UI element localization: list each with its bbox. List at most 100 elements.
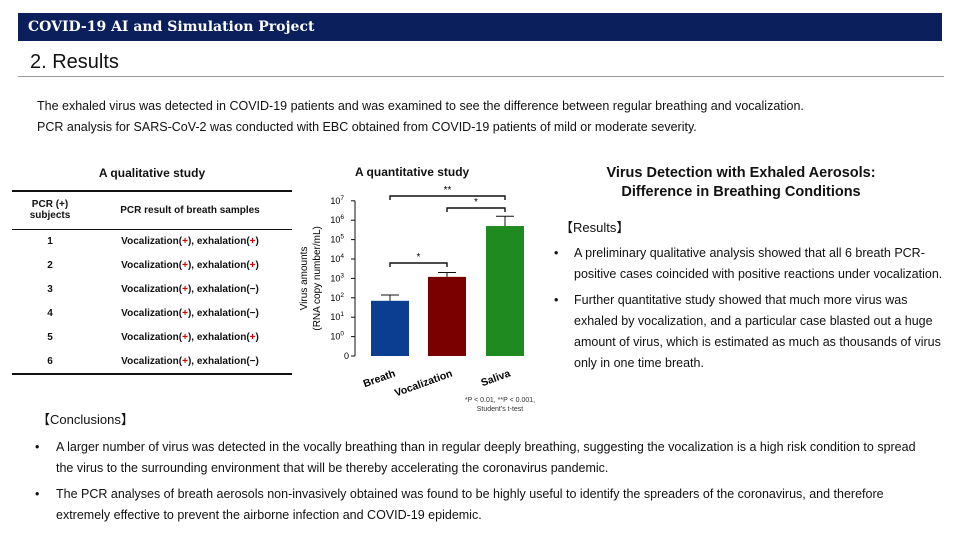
exhalation-label: exhalation: [196, 283, 247, 295]
vocalization-result: +: [182, 235, 188, 247]
vocalization-result: +: [182, 356, 188, 368]
column-header-subjects-line1: PCR (+): [31, 199, 69, 211]
list-item: • Further quantitative study showed that …: [552, 290, 947, 374]
results-bullet-2: Further quantitative study showed that m…: [574, 293, 941, 370]
exhalation-result: −: [249, 308, 256, 320]
conclusions-bullet-2: The PCR analyses of breath aerosols non-…: [56, 487, 884, 522]
title-divider: [18, 76, 944, 77]
significance-marker: **: [444, 185, 452, 196]
vocalization-label: Vocalization: [121, 259, 179, 271]
y-tick-label: 100: [330, 331, 344, 342]
list-item: • The PCR analyses of breath aerosols non…: [32, 484, 932, 526]
vocalization-result: +: [182, 332, 188, 344]
y-tick-exponent: 0: [340, 331, 344, 338]
y-tick-exponent: 2: [340, 292, 344, 299]
chart-note-line2: Student's t-test: [476, 406, 524, 413]
breath-result: Vocalization(+), exhalation(+): [121, 259, 259, 271]
significance-bracket: [446, 207, 506, 212]
vocalization-result: +: [182, 259, 188, 271]
intro-line-1: The exhaled virus was detected in COVID-…: [37, 99, 804, 113]
bullet-icon: •: [35, 440, 40, 454]
y-tick-label: 0: [344, 351, 349, 361]
vocalization-label: Vocalization: [121, 308, 179, 320]
header-bar: COVID-19 AI and Simulation Project: [18, 13, 942, 41]
y-tick-base: 10: [330, 215, 340, 225]
right-heading-line1: Virus Detection with Exhaled Aerosols:: [606, 165, 876, 181]
subject-id: 4: [47, 308, 53, 320]
significance-marker: *: [474, 197, 478, 208]
y-tick-exponent: 5: [340, 234, 344, 241]
significance-marker: *: [417, 252, 421, 263]
breath-result: Vocalization(+), exhalation(−): [121, 308, 259, 320]
exhalation-result: +: [249, 259, 256, 271]
y-tick-exponent: 3: [340, 272, 344, 279]
table-header-row: PCR (+) subjects PCR result of breath sa…: [12, 191, 292, 229]
breath-result: Vocalization(+), exhalation(+): [121, 332, 259, 344]
vocalization-label: Vocalization: [121, 283, 179, 295]
vocalization-result: +: [182, 308, 188, 320]
header-title: COVID-19 AI and Simulation Project: [28, 19, 315, 35]
exhalation-label: exhalation: [196, 235, 247, 247]
table-row: 3 Vocalization(+), exhalation(−): [12, 277, 292, 301]
table-row: 4 Vocalization(+), exhalation(−): [12, 302, 292, 326]
vocalization-label: Vocalization: [121, 356, 179, 368]
column-header-subjects-line2: subjects: [29, 210, 71, 222]
bar-breath: [371, 300, 409, 356]
vocalization-label: Vocalization: [121, 332, 179, 344]
bullet-icon: •: [554, 293, 559, 307]
subject-id: 5: [47, 332, 53, 344]
exhalation-result: +: [249, 235, 256, 247]
y-tick-label: 105: [330, 234, 344, 245]
y-tick-label: 104: [330, 253, 344, 264]
chart-note: *P < 0.01, **P < 0.001, Student's t-test: [455, 396, 545, 414]
subject-id: 3: [47, 283, 53, 295]
exhalation-label: exhalation: [196, 332, 247, 344]
x-tick-label: Vocalization: [393, 368, 454, 400]
results-bullet-1: A preliminary qualitative analysis showe…: [574, 246, 943, 281]
breath-result: Vocalization(+), exhalation(+): [121, 235, 259, 247]
conclusions-label: 【Conclusions】: [37, 412, 134, 427]
column-header-results: PCR result of breath samples: [120, 204, 260, 216]
bar-vocalization: [428, 276, 466, 356]
y-tick-base: 10: [330, 332, 340, 342]
vocalization-result: +: [182, 283, 188, 295]
y-tick-base: 10: [330, 235, 340, 245]
y-tick-label: 102: [330, 292, 344, 303]
right-heading: Virus Detection with Exhaled Aerosols: D…: [555, 164, 927, 202]
vocalization-label: Vocalization: [121, 235, 179, 247]
exhalation-label: exhalation: [196, 308, 247, 320]
column-header-subjects: PCR (+) subjects: [12, 191, 88, 229]
y-tick-base: 10: [330, 196, 340, 206]
conclusions-list: • A larger number of virus was detected i…: [32, 437, 932, 531]
bullet-icon: •: [554, 246, 559, 260]
y-axis-label-line1: Virus amounts: [299, 247, 310, 311]
x-tick-label: Saliva: [479, 367, 512, 389]
y-tick-base: 0: [344, 351, 349, 361]
breath-result: Vocalization(+), exhalation(−): [121, 283, 259, 295]
exhalation-result: −: [249, 283, 256, 295]
subject-id: 2: [47, 259, 53, 271]
significance-bracket: [389, 262, 448, 267]
bar-saliva: [486, 226, 524, 356]
qualitative-study-title: A qualitative study: [98, 166, 206, 180]
y-axis-label-line2: (RNA copy number/mL): [312, 226, 323, 330]
y-tick-base: 10: [330, 293, 340, 303]
y-tick-label: 106: [330, 214, 344, 225]
y-tick-label: 107: [330, 195, 344, 206]
chart-note-line1: *P < 0.01, **P < 0.001,: [464, 397, 536, 404]
subject-id: 1: [47, 235, 53, 247]
y-tick-base: 10: [330, 254, 340, 264]
table-row: 5 Vocalization(+), exhalation(+): [12, 326, 292, 350]
exhalation-label: exhalation: [196, 356, 247, 368]
y-tick-exponent: 7: [340, 195, 344, 202]
intro-text: The exhaled virus was detected in COVID-…: [37, 96, 937, 138]
breath-result: Vocalization(+), exhalation(−): [121, 356, 259, 368]
exhalation-result: −: [249, 356, 256, 368]
subject-id: 6: [47, 356, 53, 368]
chart-title: A quantitative study: [355, 165, 470, 179]
y-tick-exponent: 4: [340, 253, 344, 260]
table-row: 1 Vocalization(+), exhalation(+): [12, 229, 292, 253]
results-list: • A preliminary qualitative analysis show…: [552, 243, 947, 379]
y-tick-base: 10: [330, 273, 340, 283]
